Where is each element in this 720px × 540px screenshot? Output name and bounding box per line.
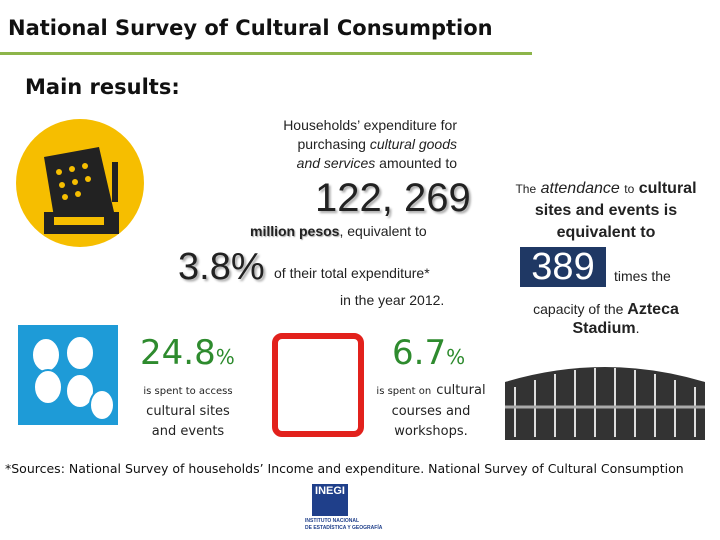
share-text: of their total expenditure* bbox=[274, 265, 430, 281]
access-text: is spent to access cultural sites and ev… bbox=[128, 380, 248, 441]
text: capacity of the bbox=[533, 301, 624, 317]
times-text: times the bbox=[614, 268, 671, 284]
text: purchasing bbox=[297, 136, 366, 152]
text: Azteca bbox=[627, 301, 679, 318]
text: equivalent to bbox=[556, 224, 656, 241]
register-icon bbox=[16, 119, 144, 247]
footnote: *Sources: National Survey of households’… bbox=[5, 461, 684, 476]
logo-text: INSTITUTO NACIONAL DE ESTADÍSTICA Y GEOGR… bbox=[305, 518, 382, 532]
attendance-number: 389 bbox=[520, 247, 606, 287]
access-value: 24.8% bbox=[140, 333, 235, 373]
text: 24.8 bbox=[140, 333, 216, 373]
title-rule bbox=[0, 52, 532, 55]
text: sites and events is bbox=[534, 202, 678, 219]
title: National Survey of Cultural Consumption bbox=[8, 16, 493, 40]
text: cultural goods bbox=[369, 136, 457, 152]
share: 3.8% bbox=[178, 246, 265, 288]
text: Stadium bbox=[572, 320, 636, 337]
text: % bbox=[446, 345, 466, 369]
text: courses and bbox=[391, 404, 471, 419]
text: cultural sites bbox=[146, 404, 230, 419]
text: cultural bbox=[638, 180, 697, 197]
attendance-text: The attendance to cultural sites and eve… bbox=[500, 178, 712, 244]
text: workshops. bbox=[394, 424, 468, 439]
stadium-image bbox=[505, 367, 705, 440]
capacity-text: capacity of the Azteca Stadium. bbox=[500, 300, 712, 338]
text: DE ESTADÍSTICA Y GEOGRAFÍA bbox=[305, 525, 383, 531]
text: is spent on bbox=[376, 386, 432, 397]
amount: 122, 269 bbox=[315, 176, 471, 220]
people-icon bbox=[18, 325, 118, 425]
red-frame bbox=[272, 333, 364, 437]
text: is spent to access bbox=[143, 386, 233, 397]
text: The bbox=[515, 182, 537, 196]
courses-value: 6.7% bbox=[392, 333, 465, 373]
courses-text: is spent on cultural courses and worksho… bbox=[372, 380, 490, 441]
year-text: in the year 2012. bbox=[340, 292, 445, 308]
text: and events bbox=[151, 424, 225, 439]
text: Households’ expenditure for bbox=[283, 117, 457, 133]
text: to bbox=[624, 182, 635, 196]
text: 6.7 bbox=[392, 333, 447, 373]
subtitle: Main results: bbox=[25, 75, 180, 99]
logo-name: INEGI bbox=[315, 485, 345, 497]
text: amounted to bbox=[379, 155, 457, 171]
unit-text: million pesos, equivalent to bbox=[250, 223, 427, 239]
text: INSTITUTO NACIONAL bbox=[305, 518, 360, 524]
expenditure-text: Households’ expenditure for purchasing c… bbox=[283, 116, 457, 173]
text: services bbox=[323, 155, 376, 171]
text: . bbox=[635, 320, 640, 336]
text: million pesos bbox=[250, 223, 340, 239]
text: , equivalent to bbox=[339, 223, 427, 239]
text: cultural bbox=[436, 383, 486, 398]
text: and bbox=[296, 155, 321, 171]
text: % bbox=[215, 345, 235, 369]
logo-mark: INEGI bbox=[312, 484, 348, 516]
text: attendance bbox=[540, 180, 620, 197]
